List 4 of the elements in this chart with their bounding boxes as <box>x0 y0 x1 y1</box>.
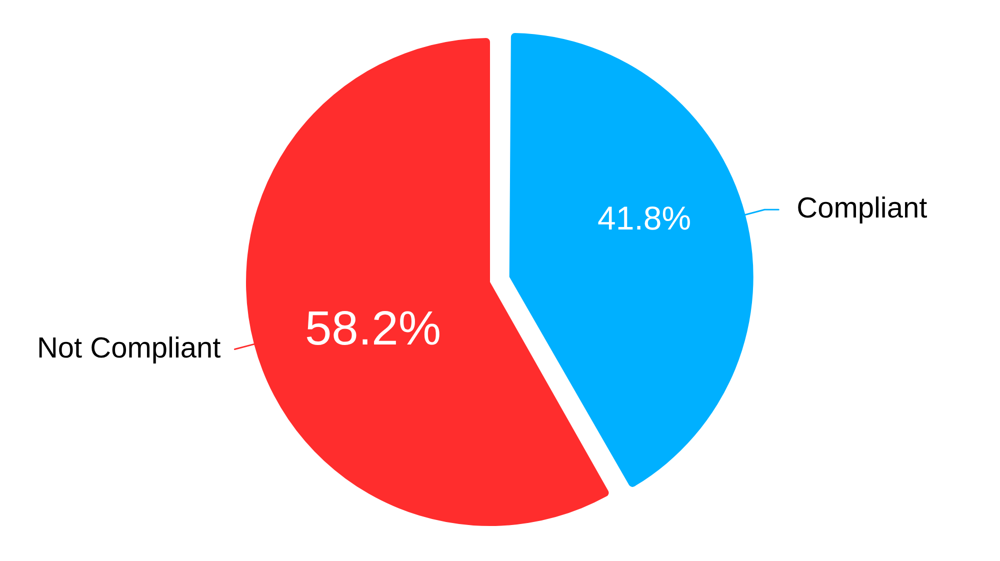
data-label: 58.2% <box>304 302 442 356</box>
slice-label: Compliant <box>796 192 928 225</box>
slice-label: Not Compliant <box>36 332 221 364</box>
data-label: 41.8% <box>598 199 692 236</box>
